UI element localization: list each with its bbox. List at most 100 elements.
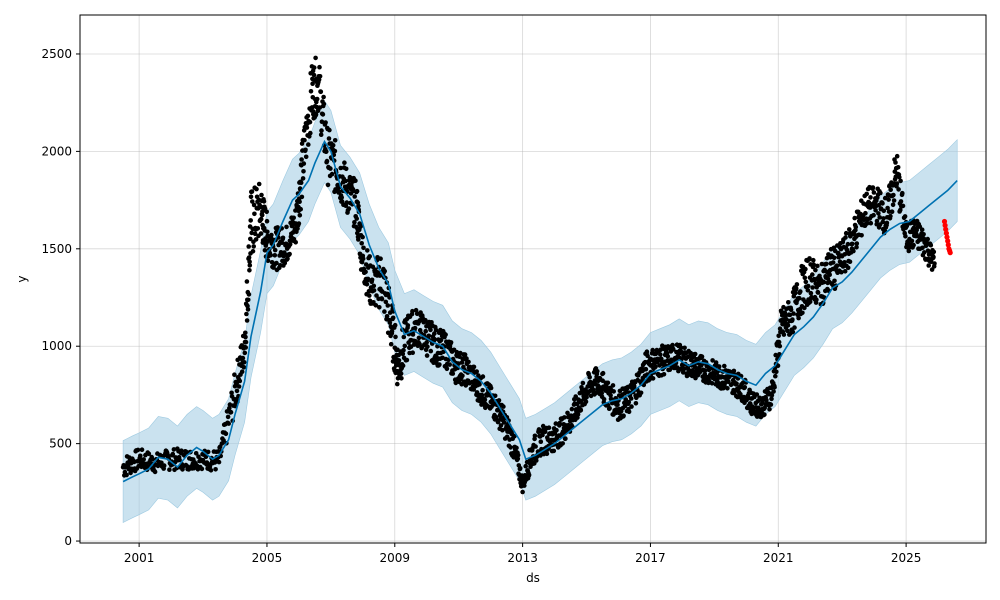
observed-point [305,113,311,119]
observed-point [600,370,606,376]
observed-point [250,199,255,204]
observed-point [931,249,937,255]
observed-point [777,326,783,332]
observed-point [135,447,141,453]
observed-point [229,390,234,396]
observed-point [282,260,288,266]
observed-point [563,436,568,441]
observed-point [393,334,398,340]
observed-point [237,378,243,384]
observed-point [803,279,809,285]
observed-point [450,371,456,376]
observed-point [842,269,848,274]
observed-point [152,469,158,475]
observed-point [216,459,222,465]
observed-point [405,323,411,328]
observed-point [246,255,252,260]
observed-point [533,444,538,449]
observed-point [432,331,437,336]
observed-point [808,290,814,296]
observed-point [772,385,777,390]
observed-point [387,320,393,325]
observed-point [845,265,851,271]
observed-point [226,421,231,426]
observed-point [578,407,584,413]
observed-point [262,248,268,253]
forecast-path [122,139,958,483]
observed-point [560,441,565,446]
observed-point [796,315,801,321]
observed-point [921,232,926,237]
observed-point [300,176,306,181]
observed-point [599,390,604,396]
observed-point [830,260,836,265]
observed-point [896,187,901,192]
observed-point [225,414,231,420]
uncertainty-band [122,100,958,523]
observed-point [356,203,361,209]
observed-point [252,211,257,217]
observed-point [249,189,255,194]
observed-point [578,399,584,404]
observed-point [388,341,394,347]
observed-point [297,213,303,218]
observed-point [318,89,324,95]
observed-point [843,230,849,236]
observed-point [515,452,521,458]
observed-point [426,333,432,339]
observed-point [264,218,270,224]
observed-point [769,396,774,402]
observed-point [258,231,264,236]
y-tick-label: 500 [49,437,72,451]
observed-point [868,220,874,226]
observed-point [248,218,253,223]
observed-point [851,248,856,254]
future-point [941,218,948,225]
observed-point [244,311,249,317]
observed-point [785,328,790,334]
observed-point [204,460,210,465]
observed-point [501,420,507,425]
observed-point [385,303,391,308]
observed-point [395,376,401,381]
observed-point [304,125,310,130]
observed-point [659,356,664,362]
observed-point [149,457,155,462]
observed-point [811,262,816,267]
observed-point [815,290,821,295]
observed-point [587,374,592,380]
observed-point [885,205,890,211]
observed-point [364,282,370,287]
observed-point [906,248,912,254]
observed-point [326,136,332,141]
observed-point [240,355,246,361]
observed-point [859,233,864,238]
observed-point [313,111,319,117]
observed-point [398,371,404,377]
observed-point [540,432,545,438]
observed-point [319,119,325,124]
observed-point [788,307,794,313]
observed-point [353,178,358,183]
x-tick-label: 2009 [380,551,411,565]
observed-point [371,283,377,289]
observed-point [725,386,730,391]
observed-point [768,402,774,407]
observed-point [328,166,333,171]
observed-point [314,96,320,102]
observed-point [297,199,302,204]
plot-frame [79,14,987,544]
observed-point [551,448,557,454]
observed-point [138,453,143,459]
observed-point [792,290,798,296]
y-axis-label: y [15,275,29,282]
observed-point [363,269,368,275]
observed-point [604,384,609,389]
observed-point [141,457,146,462]
observed-point [615,402,620,408]
observed-point [310,81,315,86]
observed-point [205,449,211,455]
observed-point [215,449,221,454]
observed-point [319,128,324,133]
observed-point [268,252,274,258]
